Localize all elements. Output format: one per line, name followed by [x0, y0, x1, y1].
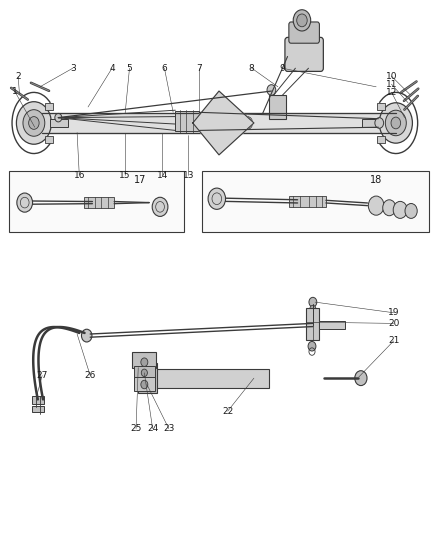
Circle shape [141, 358, 148, 367]
Circle shape [355, 370, 367, 385]
Text: 4: 4 [109, 64, 115, 72]
Bar [32, 406, 44, 412]
Circle shape [368, 196, 384, 215]
FancyBboxPatch shape [289, 22, 319, 43]
Bar [45, 136, 53, 143]
Text: 10: 10 [386, 71, 397, 80]
Circle shape [17, 193, 32, 212]
Bar [134, 367, 155, 378]
Bar [377, 103, 385, 110]
Bar [50, 119, 68, 127]
Bar [138, 364, 156, 393]
Circle shape [393, 201, 407, 219]
Bar [134, 377, 155, 391]
Circle shape [28, 117, 39, 130]
Bar [377, 136, 385, 143]
Circle shape [81, 329, 92, 342]
Text: 26: 26 [85, 371, 96, 380]
Text: 18: 18 [370, 175, 382, 185]
Circle shape [391, 117, 401, 129]
Circle shape [141, 380, 148, 389]
Text: 6: 6 [162, 64, 167, 72]
Bar [201, 171, 428, 232]
Text: 16: 16 [74, 171, 85, 180]
Text: 13: 13 [183, 171, 194, 180]
Text: 11: 11 [386, 79, 397, 88]
Circle shape [55, 114, 62, 122]
Circle shape [309, 297, 317, 307]
Bar [362, 119, 379, 127]
Text: 21: 21 [388, 336, 399, 345]
Text: 25: 25 [131, 424, 142, 433]
Circle shape [308, 342, 316, 351]
Bar [84, 197, 114, 208]
Text: 7: 7 [197, 64, 202, 72]
Text: 19: 19 [388, 308, 399, 317]
Bar [10, 171, 184, 232]
Text: 2: 2 [15, 72, 21, 81]
Text: 8: 8 [249, 64, 254, 72]
Text: 24: 24 [147, 424, 158, 433]
Circle shape [194, 117, 205, 130]
Text: 27: 27 [36, 371, 48, 380]
Circle shape [293, 10, 311, 31]
Text: 1: 1 [12, 86, 18, 95]
Circle shape [383, 200, 396, 216]
Bar [32, 396, 44, 403]
Bar [289, 196, 326, 207]
Circle shape [16, 102, 51, 144]
Circle shape [242, 117, 253, 130]
Circle shape [267, 85, 276, 95]
Circle shape [208, 188, 226, 209]
Text: 5: 5 [127, 64, 132, 72]
Text: 20: 20 [388, 319, 399, 328]
Text: 23: 23 [163, 424, 174, 433]
Circle shape [310, 305, 316, 313]
Circle shape [217, 110, 239, 136]
Bar [45, 103, 53, 110]
Circle shape [152, 197, 168, 216]
Circle shape [385, 110, 406, 136]
FancyBboxPatch shape [285, 37, 323, 71]
Text: 9: 9 [279, 64, 285, 72]
Text: 12: 12 [386, 87, 397, 96]
Circle shape [297, 14, 307, 27]
Bar [269, 95, 286, 119]
Text: 3: 3 [70, 64, 76, 72]
Text: 17: 17 [134, 175, 147, 185]
Circle shape [23, 110, 45, 136]
Polygon shape [193, 91, 254, 155]
Bar [132, 352, 155, 368]
Bar [155, 368, 269, 387]
Bar [135, 368, 144, 389]
Bar [318, 321, 345, 329]
Text: 15: 15 [120, 171, 131, 180]
Bar [42, 114, 396, 133]
Circle shape [379, 103, 413, 143]
Text: 22: 22 [222, 407, 233, 416]
Bar [175, 111, 199, 132]
Text: 14: 14 [156, 171, 168, 180]
Circle shape [405, 204, 417, 219]
Circle shape [141, 369, 148, 376]
Circle shape [375, 118, 384, 128]
Bar [306, 308, 319, 340]
